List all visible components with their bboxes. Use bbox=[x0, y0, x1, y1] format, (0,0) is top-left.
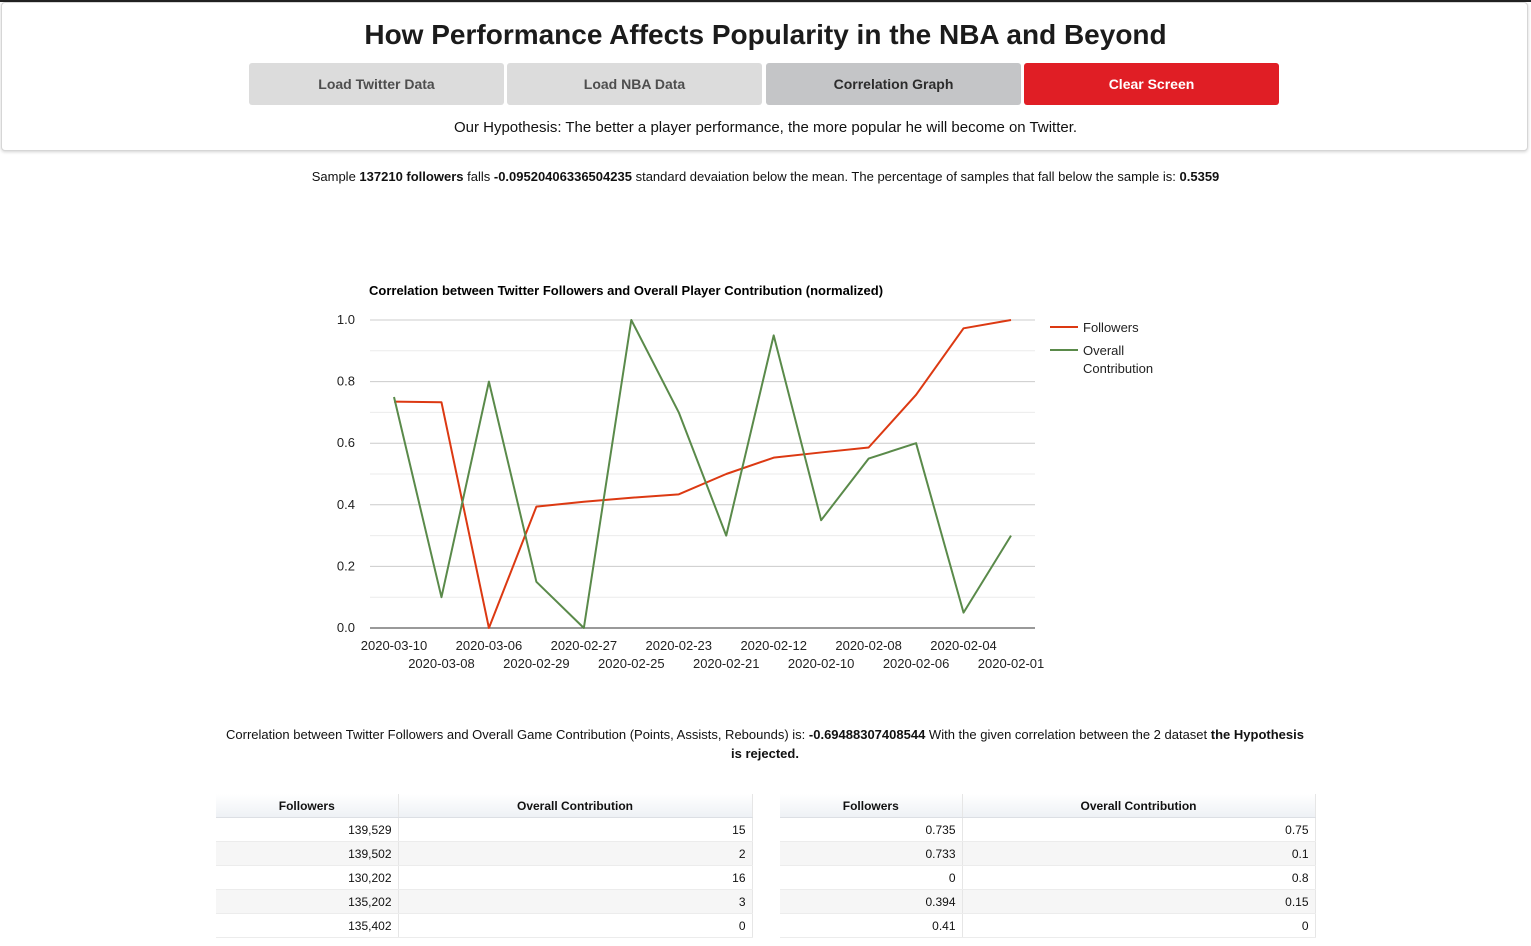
x-tick-label: 2020-03-06 bbox=[456, 638, 523, 653]
sample-falls: falls bbox=[467, 169, 491, 184]
column-header-overall-contribution[interactable]: Overall Contribution bbox=[398, 794, 753, 818]
cell-overall-contribution: 0 bbox=[398, 913, 753, 938]
raw-data-table: Followers Overall Contribution 139,529 15… bbox=[216, 794, 753, 938]
table-row[interactable]: 0.394 0.15 bbox=[780, 889, 1316, 914]
x-tick-label: 2020-02-04 bbox=[930, 638, 997, 653]
y-tick-label: 0.0 bbox=[337, 620, 355, 635]
sample-percentile: 0.5359 bbox=[1179, 169, 1220, 184]
legend-label[interactable]: Followers bbox=[1083, 320, 1139, 335]
x-tick-label: 2020-02-01 bbox=[978, 656, 1045, 671]
load-nba-data-button[interactable]: Load NBA Data bbox=[507, 63, 762, 105]
cell-followers: 0.41 bbox=[780, 913, 963, 938]
column-header-followers[interactable]: Followers bbox=[780, 794, 963, 818]
table-row[interactable]: 139,502 2 bbox=[216, 841, 753, 866]
correlation-middle: With the given correlation between the 2… bbox=[928, 727, 1208, 742]
cell-overall-contribution: 2 bbox=[398, 841, 753, 866]
legend-label-line: Contribution bbox=[1083, 361, 1153, 376]
correlation-prefix: Correlation between Twitter Followers an… bbox=[226, 727, 806, 742]
table-row[interactable]: 135,402 0 bbox=[216, 913, 753, 938]
correlation-graph-button[interactable]: Correlation Graph bbox=[766, 63, 1021, 105]
y-tick-label: 0.4 bbox=[337, 497, 355, 512]
x-tick-label: 2020-02-08 bbox=[835, 638, 902, 653]
correlation-result-text: Correlation between Twitter Followers an… bbox=[220, 725, 1310, 763]
y-tick-label: 0.2 bbox=[337, 558, 355, 573]
cell-followers: 139,529 bbox=[216, 817, 399, 842]
correlation-value: -0.69488307408544 bbox=[808, 727, 926, 742]
sample-prefix: Sample bbox=[311, 169, 356, 184]
y-tick-label: 0.8 bbox=[337, 374, 355, 389]
x-tick-label: 2020-02-12 bbox=[740, 638, 807, 653]
table-row[interactable]: 0.41 0 bbox=[780, 913, 1316, 938]
cell-overall-contribution: 3 bbox=[398, 889, 753, 914]
normalized-data-table: Followers Overall Contribution 0.735 0.75… bbox=[780, 794, 1316, 938]
table-header-row: Followers Overall Contribution bbox=[216, 794, 753, 818]
x-tick-label: 2020-02-25 bbox=[598, 656, 665, 671]
table-row[interactable]: 139,529 15 bbox=[216, 817, 753, 842]
series-line-followers bbox=[393, 319, 1012, 629]
y-tick-label: 1.0 bbox=[337, 312, 355, 327]
cell-followers: 135,402 bbox=[216, 913, 399, 938]
cell-overall-contribution: 0 bbox=[962, 913, 1316, 938]
cell-overall-contribution: 0.75 bbox=[962, 817, 1316, 842]
hypothesis-text: Our Hypothesis: The better a player perf… bbox=[453, 119, 1078, 136]
chart-title: Correlation between Twitter Followers an… bbox=[369, 283, 883, 298]
sample-zscore: -0.09520406336504235 bbox=[493, 169, 632, 184]
y-tick-label: 0.6 bbox=[337, 435, 355, 450]
x-tick-label: 2020-02-23 bbox=[646, 638, 713, 653]
x-tick-label: 2020-03-10 bbox=[361, 638, 428, 653]
cell-overall-contribution: 0.1 bbox=[962, 841, 1316, 866]
table-row[interactable]: 0 0.8 bbox=[780, 865, 1316, 890]
cell-followers: 0.733 bbox=[780, 841, 963, 866]
window-top-border bbox=[0, 0, 1531, 2]
clear-screen-button[interactable]: Clear Screen bbox=[1024, 63, 1279, 105]
series-line-overall-contribution bbox=[393, 319, 1012, 629]
page-title: How Performance Affects Popularity in th… bbox=[364, 19, 1167, 50]
x-tick-label: 2020-03-08 bbox=[408, 656, 475, 671]
table-row[interactable]: 130,202 16 bbox=[216, 865, 753, 890]
x-tick-label: 2020-02-06 bbox=[883, 656, 950, 671]
cell-followers: 130,202 bbox=[216, 865, 399, 890]
cell-followers: 0 bbox=[780, 865, 963, 890]
header-card: How Performance Affects Popularity in th… bbox=[1, 2, 1528, 151]
legend-label[interactable]: Overall Contribution bbox=[1083, 343, 1153, 376]
table-row[interactable]: 135,202 3 bbox=[216, 889, 753, 914]
x-tick-label: 2020-02-10 bbox=[788, 656, 855, 671]
x-tick-label: 2020-02-27 bbox=[551, 638, 618, 653]
cell-overall-contribution: 15 bbox=[398, 817, 753, 842]
cell-followers: 139,502 bbox=[216, 841, 399, 866]
sample-middle: standard devaiation below the mean. The … bbox=[635, 169, 1176, 184]
legend-label-line: Overall bbox=[1083, 343, 1124, 358]
cell-overall-contribution: 16 bbox=[398, 865, 753, 890]
sample-statistic-text: Sample 137210 followers falls -0.0952040… bbox=[0, 169, 1531, 184]
sample-followers: 137210 followers bbox=[359, 169, 464, 184]
x-tick-label: 2020-02-21 bbox=[693, 656, 760, 671]
table-row[interactable]: 0.733 0.1 bbox=[780, 841, 1316, 866]
cell-followers: 0.394 bbox=[780, 889, 963, 914]
column-header-overall-contribution[interactable]: Overall Contribution bbox=[962, 794, 1316, 818]
cell-followers: 0.735 bbox=[780, 817, 963, 842]
correlation-conclusion: the Hypothesis is rejected. bbox=[731, 727, 1304, 761]
load-twitter-data-button[interactable]: Load Twitter Data bbox=[249, 63, 504, 105]
column-header-followers[interactable]: Followers bbox=[216, 794, 399, 818]
cell-overall-contribution: 0.15 bbox=[962, 889, 1316, 914]
table-header-row: Followers Overall Contribution bbox=[780, 794, 1316, 818]
table-row[interactable]: 0.735 0.75 bbox=[780, 817, 1316, 842]
cell-overall-contribution: 0.8 bbox=[962, 865, 1316, 890]
correlation-line-chart: Correlation between Twitter Followers an… bbox=[337, 283, 1153, 671]
x-tick-label: 2020-02-29 bbox=[503, 656, 570, 671]
cell-followers: 135,202 bbox=[216, 889, 399, 914]
